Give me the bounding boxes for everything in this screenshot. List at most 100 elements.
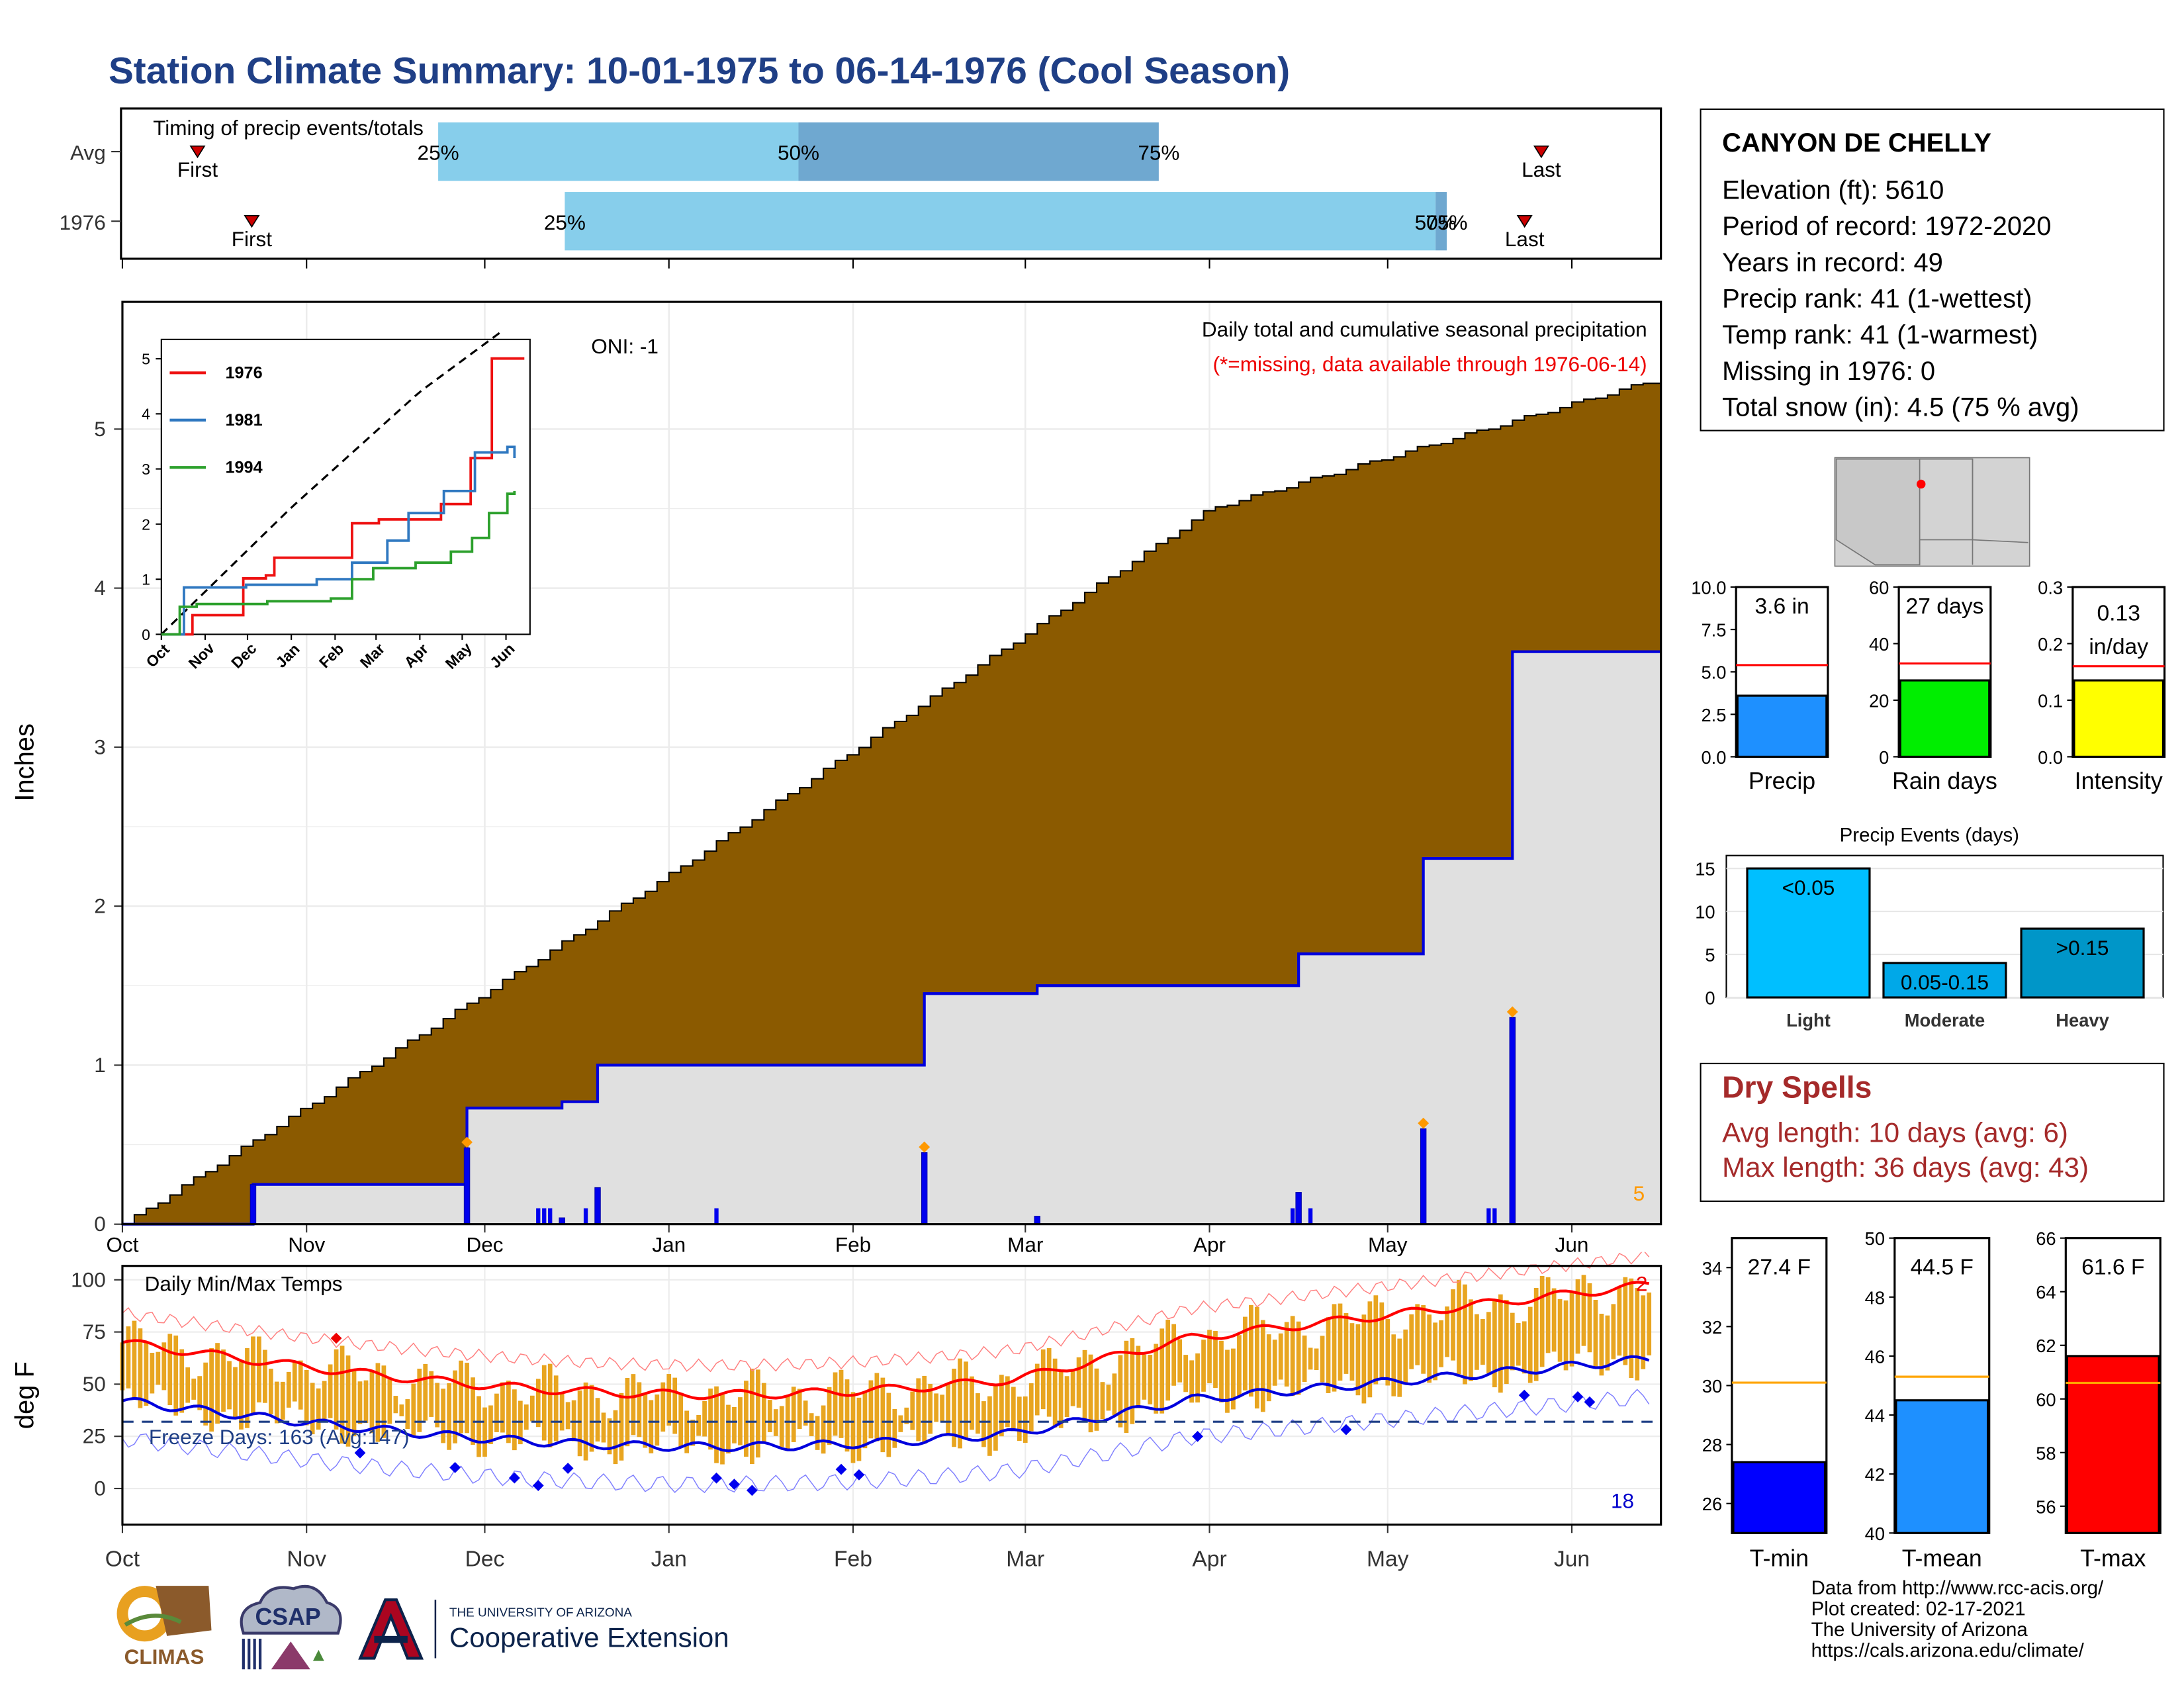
temp-ytick: 75 [83,1320,106,1344]
daily-temp-bar [1641,1295,1646,1369]
daily-temp-bar [185,1367,191,1403]
daily-temp-bar [1058,1371,1064,1428]
daily-temp-bar [547,1363,553,1447]
daily-temp-bar [1349,1323,1355,1381]
daily-temp-bar [732,1406,737,1443]
daily-temp-bar [191,1379,197,1400]
daily-temp-bar [304,1370,309,1426]
daily-temp-bar [1527,1306,1533,1383]
daily-temp-bar [500,1382,505,1433]
daily-temp-bar [263,1349,267,1403]
inset-series-line [161,357,525,636]
timing-p25: 25% [544,210,586,234]
daily-temp-bar [684,1410,690,1453]
record-high-line [122,1252,1650,1373]
daily-temp-bar [791,1387,796,1442]
record-low-marker [1340,1424,1352,1436]
record-low-marker [853,1469,865,1481]
daily-temp-bar [1539,1275,1545,1367]
daily-precip-bar [250,1184,257,1225]
timing-first-marker [189,145,206,159]
temp-bar-ytick: 66 [2036,1228,2056,1249]
temp-bar-value [1732,1461,1827,1534]
daily-temp-bar [209,1348,214,1432]
daily-temp-bar [987,1396,992,1456]
temp-ytick: 0 [94,1477,106,1500]
daily-temp-bar [494,1393,499,1432]
record-low-marker [532,1480,544,1492]
mini-bar-ytick: 7.5 [1701,620,1726,641]
daily-temp-bar [1195,1353,1200,1403]
timing-row-label: Avg [70,141,106,165]
mini-bar-ytick: 5.0 [1701,662,1726,683]
bottom-count: 18 [1611,1488,1634,1512]
daily-temp-bar [976,1393,980,1434]
precip-month-label: Feb [835,1233,871,1257]
daily-temp-bar [880,1377,886,1453]
daily-temp-bar [1017,1396,1022,1441]
daily-temp-bar [251,1336,255,1415]
timing-first-marker [244,214,260,228]
daily-temp-bar [292,1361,297,1402]
precip-panel: 0 1 2 3 4 5 Oct Nov Dec Jan Feb Mar Apr May Jun Inches… [10,300,1662,1257]
daily-temp-bar [1492,1300,1497,1388]
temp-bar-ytick: 30 [1702,1376,1722,1396]
precip-month-label: Nov [288,1233,325,1257]
inset-month-label: Mar [357,640,388,671]
mini-bar-ytick: 0.0 [2038,747,2063,768]
daily-temp-bar [1338,1303,1343,1381]
mini-bar-ytick: 60 [1869,578,1889,598]
daily-temp-bar [197,1376,203,1410]
mini-bar-ytick: 0.1 [2038,690,2063,711]
daily-temp-bar [132,1320,137,1398]
daily-temp-bar [1445,1306,1449,1357]
daily-precip-bar [542,1208,547,1224]
precip-note: Daily total and cumulative seasonal prec… [1202,318,1647,342]
credits: Data from http://www.rcc-acis.org/ Plot … [1811,1577,2104,1661]
daily-temp-bar [1385,1318,1390,1386]
events-bar [1882,962,2007,999]
temp-month-label: Oct [105,1547,140,1572]
mini-bars: 0.0 2.5 5.0 7.5 10.0 3.6 in Precip 0 20 40 60 27 da… [1691,578,2166,794]
freeze-days: Freeze Days: 163 (Avg:147) [149,1425,410,1449]
daily-temp-bar [726,1404,731,1454]
daily-temp-bar [797,1389,802,1430]
daily-temp-bar [245,1347,250,1428]
climas-text: CLIMAS [124,1645,205,1668]
daily-temp-bar [144,1342,149,1406]
daily-temp-bar [477,1396,481,1457]
daily-temp-bar [471,1377,475,1445]
mini-bar-name: Rain days [1892,768,1997,794]
daily-precip-bar [594,1187,601,1225]
daily-temp-bar [459,1360,463,1434]
daily-temp-bar [1516,1323,1521,1366]
dry-max: Max length: 36 days (avg: 43) [1722,1153,2089,1184]
mini-bar-value [1899,679,1991,758]
daily-temp-bar [512,1389,517,1451]
mini-bar-value [2073,679,2165,758]
inset-month-label: Oct [142,641,173,671]
daily-temp-bar [696,1414,701,1436]
temp-bar-ytick: 64 [2036,1282,2056,1302]
inset-average-line [160,331,504,635]
daily-temp-bar [405,1399,410,1430]
daily-temp-bar [595,1398,600,1442]
precip-month-label: Dec [466,1233,503,1257]
inset-month-label: Jun [486,640,518,671]
daily-temp-bar [815,1416,820,1450]
heavy-event-marker [1506,1006,1518,1018]
daily-temp-bar [1201,1340,1206,1392]
temp-month-label: Nov [287,1547,326,1572]
oni-label: ONI: -1 [591,334,659,358]
daily-temp-bar [523,1404,529,1430]
daily-precip-bar [463,1147,471,1225]
daily-temp-bar [1475,1314,1479,1370]
locator-map [1834,457,2030,567]
daily-temp-bar [862,1392,868,1449]
daily-temp-bar [1320,1336,1325,1383]
timing-bar-early [438,122,799,181]
daily-precip-bar [921,1152,928,1225]
daily-temp-bar [1088,1354,1093,1433]
daily-precip-bar [536,1208,541,1224]
daily-temp-bar [744,1381,749,1457]
